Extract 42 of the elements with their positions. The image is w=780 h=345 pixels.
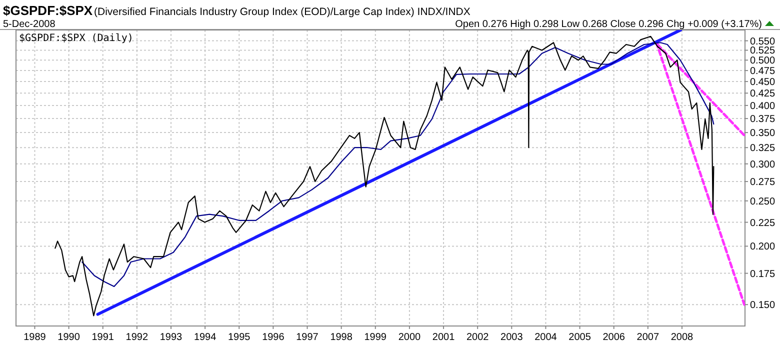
y-tick-label: 0.450 [750, 77, 776, 88]
x-tick-label: 1999 [364, 332, 387, 343]
annotation: Open 0.276 High 0.298 Low 0.268 Close 0.296 Chg +0.009 (+3.17%) [455, 19, 762, 30]
y-tick-label: 0.525 [750, 46, 776, 57]
x-tick-label: 1998 [330, 332, 353, 343]
x-tick-label: 2000 [398, 332, 422, 343]
y-tick-label: 0.475 [750, 66, 776, 78]
x-tick-label: 1991 [92, 332, 114, 343]
x-tick-label: 2001 [432, 332, 456, 343]
y-tick-label: 0.375 [750, 114, 776, 126]
y-tick-label: 0.350 [750, 128, 776, 140]
y-tick-label: 0.275 [750, 177, 776, 188]
y-tick-label: 0.500 [750, 56, 776, 67]
x-tick-label: 1989 [24, 332, 46, 343]
x-tick-label: 1995 [228, 332, 251, 343]
y-tick-label: 0.425 [750, 88, 776, 100]
chart-subtitle: (Diversified Financials Industry Group Index (EOD)/Large Cap Index) INDX/INDX [94, 6, 470, 18]
x-tick-label: 1993 [160, 332, 183, 343]
y-tick-label: 0.200 [750, 242, 776, 253]
y-tick-label: 0.225 [750, 218, 776, 229]
x-tick-label: 1994 [194, 332, 217, 343]
x-tick-label: 2002 [466, 332, 490, 343]
x-tick-label: 2005 [568, 332, 592, 343]
annotation: 5-Dec-2008 [3, 19, 56, 30]
y-tick-label: 0.550 [750, 36, 776, 48]
y-tick-label: 0.300 [750, 159, 776, 170]
x-tick-label: 2006 [602, 332, 626, 343]
x-tick-label: 1992 [126, 332, 148, 343]
x-tick-label: 1996 [262, 332, 285, 343]
x-tick-label: 2007 [636, 332, 660, 343]
y-tick-label: 0.150 [750, 300, 776, 312]
x-tick-label: 1990 [58, 332, 80, 343]
annotation: $GSPDF:$SPX (Daily) [19, 33, 134, 44]
x-tick-label: 2004 [534, 332, 558, 343]
x-tick-label: 1997 [296, 332, 319, 343]
y-tick-label: 0.325 [750, 143, 776, 154]
x-tick-label: 2008 [670, 332, 694, 343]
chart-title: $GSPDF:$SPX [3, 3, 93, 18]
x-tick-label: 2003 [500, 332, 524, 343]
y-tick-label: 0.175 [750, 268, 776, 280]
y-tick-label: 0.400 [750, 100, 776, 112]
y-tick-label: 0.250 [750, 196, 776, 208]
